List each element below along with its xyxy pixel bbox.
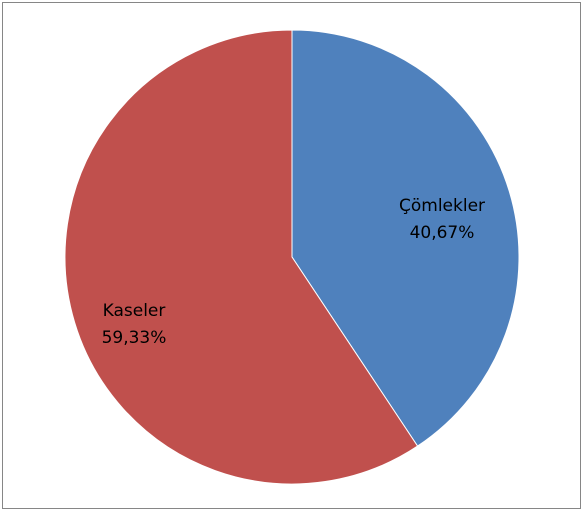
- pie-slices: [64, 29, 520, 485]
- slice-label-comlekler: Çömlekler: [399, 196, 485, 216]
- pie-labels: Çömlekler 40,67% Kaseler 59,33%: [102, 196, 485, 348]
- slice-label-kaseler: Kaseler: [103, 301, 166, 321]
- slice-percent-comlekler: 40,67%: [410, 223, 475, 243]
- pie-slice-kaseler: [64, 29, 419, 485]
- slice-percent-kaseler: 59,33%: [102, 328, 167, 348]
